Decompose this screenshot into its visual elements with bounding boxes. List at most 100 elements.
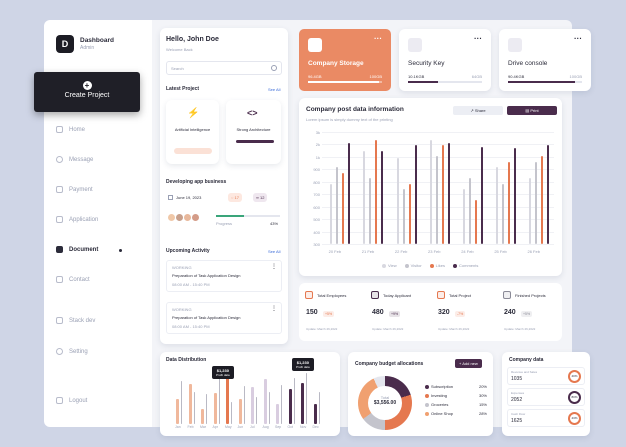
bar-visitor-2[interactable] <box>402 189 405 244</box>
more-icon[interactable]: ⋮ <box>271 306 277 312</box>
bar-visitor-1[interactable] <box>369 178 372 244</box>
sidebar-item-stack-dev[interactable]: Stack dev <box>56 317 95 324</box>
bar-view-6[interactable] <box>529 178 532 244</box>
message-icon <box>56 156 63 163</box>
sidebar-item-message[interactable]: Message <box>56 156 93 163</box>
add-new-button[interactable]: + Add new <box>455 359 482 368</box>
bar-comments-0[interactable] <box>348 142 351 244</box>
stack-icon <box>56 317 63 324</box>
greeting-subtitle: Welcome Back <box>166 47 193 52</box>
distribution-bar[interactable] <box>226 376 229 424</box>
distribution-bar[interactable] <box>238 399 242 424</box>
latest-see-all-link[interactable]: See All <box>268 87 281 92</box>
bar-visitor-4[interactable] <box>468 178 471 244</box>
sidebar-item-home[interactable]: Home <box>56 126 85 133</box>
code-icon: <> <box>247 108 258 118</box>
project-card-ai[interactable]: ⚡ Artificial Intelligence <box>166 100 219 164</box>
distribution-bar[interactable] <box>188 384 192 424</box>
stat-card[interactable]: Today Applicant 480 +9% Update: March 26,20… <box>371 291 412 331</box>
distribution-bar[interactable] <box>263 379 267 424</box>
bar-visitor-5[interactable] <box>502 183 504 244</box>
security-card[interactable]: ··· Security Key 10.1KGB 64GB <box>399 29 491 91</box>
sidebar-item-payment[interactable]: Payment <box>56 186 93 193</box>
avatar <box>176 214 183 221</box>
company-data-item[interactable]: Expenses 2052 80% <box>507 388 585 406</box>
sidebar-item-document[interactable]: Document <box>56 246 98 253</box>
bar-view-3[interactable] <box>429 139 432 244</box>
search-input[interactable]: Search <box>166 61 282 75</box>
more-icon[interactable]: ··· <box>474 34 482 43</box>
bar-comments-4[interactable] <box>480 147 483 244</box>
activity-item[interactable]: WORKING Preparation of Task Application … <box>166 302 282 334</box>
distribution-bar[interactable] <box>213 393 217 424</box>
bar-visitor-6[interactable] <box>535 161 538 244</box>
drive-icon <box>508 38 522 52</box>
bar-view-5[interactable] <box>496 167 498 244</box>
bar-comments-1[interactable] <box>381 150 384 244</box>
distribution-line <box>206 394 207 424</box>
bar-likes-5[interactable] <box>508 161 510 244</box>
drive-card[interactable]: ··· Drive console 90.4KGB 100GB <box>499 29 591 91</box>
storage-card[interactable]: ··· Company Storage 96.4GB 100GB <box>299 29 391 91</box>
bar-likes-1[interactable] <box>375 139 378 244</box>
more-icon[interactable]: ⋮ <box>271 264 277 270</box>
app-logo: D <box>56 35 74 53</box>
create-project-button[interactable]: + Create Project <box>34 72 140 112</box>
bar-likes-3[interactable] <box>441 145 444 244</box>
bar-comments-3[interactable] <box>447 142 450 244</box>
project-card-architecture[interactable]: <> Strong Architecture <box>226 100 281 164</box>
bar-likes-2[interactable] <box>408 183 411 244</box>
sidebar-item-setting[interactable]: Setting <box>56 348 88 355</box>
bar-likes-0[interactable] <box>342 172 345 244</box>
month-label: Oct <box>287 425 293 429</box>
budget-swatch <box>425 411 429 416</box>
plus-icon: + <box>82 81 92 90</box>
bar-likes-6[interactable] <box>541 156 544 244</box>
logout-icon <box>56 397 63 404</box>
sidebar-item-logout[interactable]: Logout <box>56 397 87 404</box>
bar-comments-5[interactable] <box>514 148 516 244</box>
more-icon[interactable]: ··· <box>574 34 582 43</box>
activity-item[interactable]: WORKING Preparation of Task Application … <box>166 260 282 292</box>
bar-visitor-0[interactable] <box>336 167 339 244</box>
stat-card[interactable]: Finished Projects 240 +5% Update: March 26,… <box>503 291 546 331</box>
stat-card[interactable]: Total Employees 150 +5% Update: March 26,20… <box>305 291 347 331</box>
share-button[interactable]: ↗ Share <box>453 106 503 115</box>
project-progress <box>236 140 274 143</box>
company-data-item[interactable]: Revenue and Sales 1035 40% <box>507 367 585 385</box>
company-data-item[interactable]: Cash Flow 1625 43% <box>507 409 585 427</box>
bar-view-0[interactable] <box>330 183 333 244</box>
distribution-bar[interactable] <box>276 404 279 424</box>
more-icon[interactable]: ··· <box>374 34 382 43</box>
distribution-bar[interactable] <box>201 409 204 424</box>
link-count[interactable]: ∞ 12 <box>253 193 268 202</box>
progress-track <box>216 215 280 217</box>
bar-view-1[interactable] <box>363 150 366 244</box>
upcoming-see-all-link[interactable]: See All <box>268 249 281 254</box>
stat-card[interactable]: Total Project 320 -7% Update: March 26,2022 <box>437 291 472 331</box>
bar-visitor-3[interactable] <box>435 156 438 244</box>
tooltip: $1,230 Profit data <box>212 366 234 379</box>
distribution-bar[interactable] <box>176 399 179 424</box>
bar-view-2[interactable] <box>396 158 399 244</box>
budget-swatch <box>425 393 429 398</box>
distribution-bar[interactable] <box>251 386 254 424</box>
x-tick-label: 23 Feb <box>428 249 441 254</box>
sidebar-item-contact[interactable]: Contact <box>56 276 90 283</box>
distribution-bar[interactable] <box>288 389 292 424</box>
comment-count[interactable]: ◌ 17 <box>228 193 242 202</box>
distribution-bar[interactable] <box>313 404 317 424</box>
month-label: Feb <box>187 425 194 429</box>
bar-view-4[interactable] <box>462 189 465 244</box>
bar-comments-6[interactable] <box>547 145 550 244</box>
y-tick-label: 2k <box>315 142 320 148</box>
budget-title: Company budget allocations <box>355 361 424 367</box>
bar-comments-2[interactable] <box>414 145 417 244</box>
stat-icon <box>305 291 313 299</box>
print-button[interactable]: ▤ Print <box>507 106 557 115</box>
x-tick-label: 20 Feb <box>328 249 342 254</box>
distribution-bar[interactable] <box>301 383 304 424</box>
distribution-line <box>218 378 220 424</box>
sidebar-item-application[interactable]: Application <box>56 216 98 223</box>
bar-likes-4[interactable] <box>474 200 477 244</box>
